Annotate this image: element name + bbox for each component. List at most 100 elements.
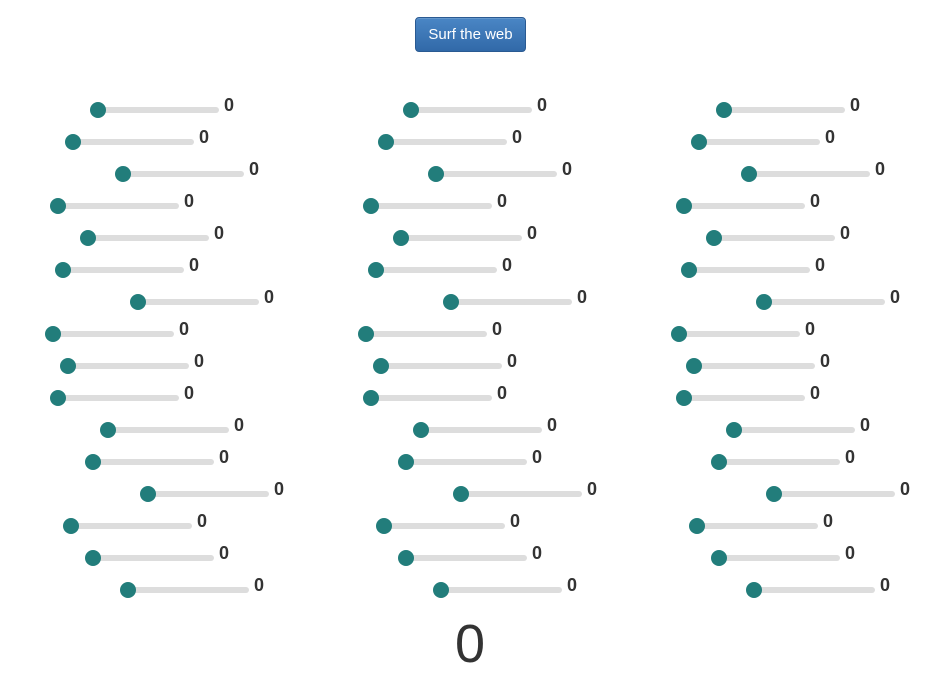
range-slider[interactable] [428, 166, 557, 182]
range-slider[interactable] [706, 230, 835, 246]
surf-the-web-button[interactable]: Surf the web [415, 17, 526, 52]
slider-track[interactable] [754, 587, 875, 593]
slider-track[interactable] [749, 171, 870, 177]
range-slider[interactable] [90, 102, 219, 118]
slider-track[interactable] [63, 267, 184, 273]
range-slider[interactable] [671, 326, 800, 342]
slider-thumb[interactable] [85, 454, 101, 470]
slider-track[interactable] [421, 427, 542, 433]
range-slider[interactable] [120, 582, 249, 598]
range-slider[interactable] [100, 422, 229, 438]
slider-track[interactable] [53, 331, 174, 337]
slider-thumb[interactable] [676, 390, 692, 406]
slider-track[interactable] [93, 555, 214, 561]
slider-track[interactable] [123, 171, 244, 177]
slider-thumb[interactable] [65, 134, 81, 150]
range-slider[interactable] [55, 262, 184, 278]
slider-thumb[interactable] [50, 198, 66, 214]
slider-track[interactable] [406, 555, 527, 561]
slider-thumb[interactable] [671, 326, 687, 342]
slider-thumb[interactable] [358, 326, 374, 342]
range-slider[interactable] [363, 390, 492, 406]
range-slider[interactable] [358, 326, 487, 342]
range-slider[interactable] [140, 486, 269, 502]
slider-track[interactable] [98, 107, 219, 113]
range-slider[interactable] [711, 550, 840, 566]
slider-thumb[interactable] [706, 230, 722, 246]
slider-track[interactable] [684, 203, 805, 209]
range-slider[interactable] [756, 294, 885, 310]
slider-thumb[interactable] [45, 326, 61, 342]
slider-thumb[interactable] [403, 102, 419, 118]
slider-track[interactable] [699, 139, 820, 145]
slider-thumb[interactable] [398, 550, 414, 566]
range-slider[interactable] [376, 518, 505, 534]
slider-track[interactable] [371, 395, 492, 401]
slider-track[interactable] [697, 523, 818, 529]
slider-track[interactable] [719, 555, 840, 561]
slider-thumb[interactable] [115, 166, 131, 182]
slider-track[interactable] [441, 587, 562, 593]
range-slider[interactable] [443, 294, 572, 310]
slider-thumb[interactable] [55, 262, 71, 278]
range-slider[interactable] [373, 358, 502, 374]
range-slider[interactable] [85, 454, 214, 470]
range-slider[interactable] [363, 198, 492, 214]
slider-track[interactable] [371, 203, 492, 209]
slider-thumb[interactable] [741, 166, 757, 182]
slider-thumb[interactable] [398, 454, 414, 470]
range-slider[interactable] [453, 486, 582, 502]
slider-track[interactable] [694, 363, 815, 369]
slider-track[interactable] [381, 363, 502, 369]
slider-track[interactable] [401, 235, 522, 241]
range-slider[interactable] [393, 230, 522, 246]
slider-thumb[interactable] [85, 550, 101, 566]
slider-track[interactable] [108, 427, 229, 433]
slider-thumb[interactable] [766, 486, 782, 502]
slider-track[interactable] [88, 235, 209, 241]
slider-thumb[interactable] [90, 102, 106, 118]
range-slider[interactable] [413, 422, 542, 438]
slider-thumb[interactable] [726, 422, 742, 438]
slider-track[interactable] [411, 107, 532, 113]
slider-thumb[interactable] [453, 486, 469, 502]
range-slider[interactable] [689, 518, 818, 534]
slider-thumb[interactable] [433, 582, 449, 598]
slider-track[interactable] [684, 395, 805, 401]
range-slider[interactable] [50, 198, 179, 214]
range-slider[interactable] [63, 518, 192, 534]
slider-thumb[interactable] [689, 518, 705, 534]
slider-track[interactable] [436, 171, 557, 177]
slider-track[interactable] [406, 459, 527, 465]
range-slider[interactable] [433, 582, 562, 598]
slider-thumb[interactable] [120, 582, 136, 598]
slider-thumb[interactable] [413, 422, 429, 438]
slider-thumb[interactable] [681, 262, 697, 278]
slider-track[interactable] [366, 331, 487, 337]
range-slider[interactable] [398, 550, 527, 566]
slider-thumb[interactable] [676, 198, 692, 214]
slider-thumb[interactable] [368, 262, 384, 278]
range-slider[interactable] [130, 294, 259, 310]
slider-thumb[interactable] [686, 358, 702, 374]
slider-thumb[interactable] [428, 166, 444, 182]
slider-track[interactable] [719, 459, 840, 465]
range-slider[interactable] [686, 358, 815, 374]
slider-track[interactable] [93, 459, 214, 465]
slider-track[interactable] [461, 491, 582, 497]
range-slider[interactable] [676, 390, 805, 406]
slider-track[interactable] [148, 491, 269, 497]
slider-thumb[interactable] [373, 358, 389, 374]
slider-track[interactable] [73, 139, 194, 145]
slider-thumb[interactable] [691, 134, 707, 150]
slider-thumb[interactable] [443, 294, 459, 310]
slider-thumb[interactable] [711, 550, 727, 566]
slider-track[interactable] [376, 267, 497, 273]
slider-track[interactable] [58, 395, 179, 401]
slider-thumb[interactable] [363, 390, 379, 406]
slider-thumb[interactable] [60, 358, 76, 374]
range-slider[interactable] [403, 102, 532, 118]
slider-thumb[interactable] [80, 230, 96, 246]
slider-track[interactable] [451, 299, 572, 305]
slider-track[interactable] [679, 331, 800, 337]
